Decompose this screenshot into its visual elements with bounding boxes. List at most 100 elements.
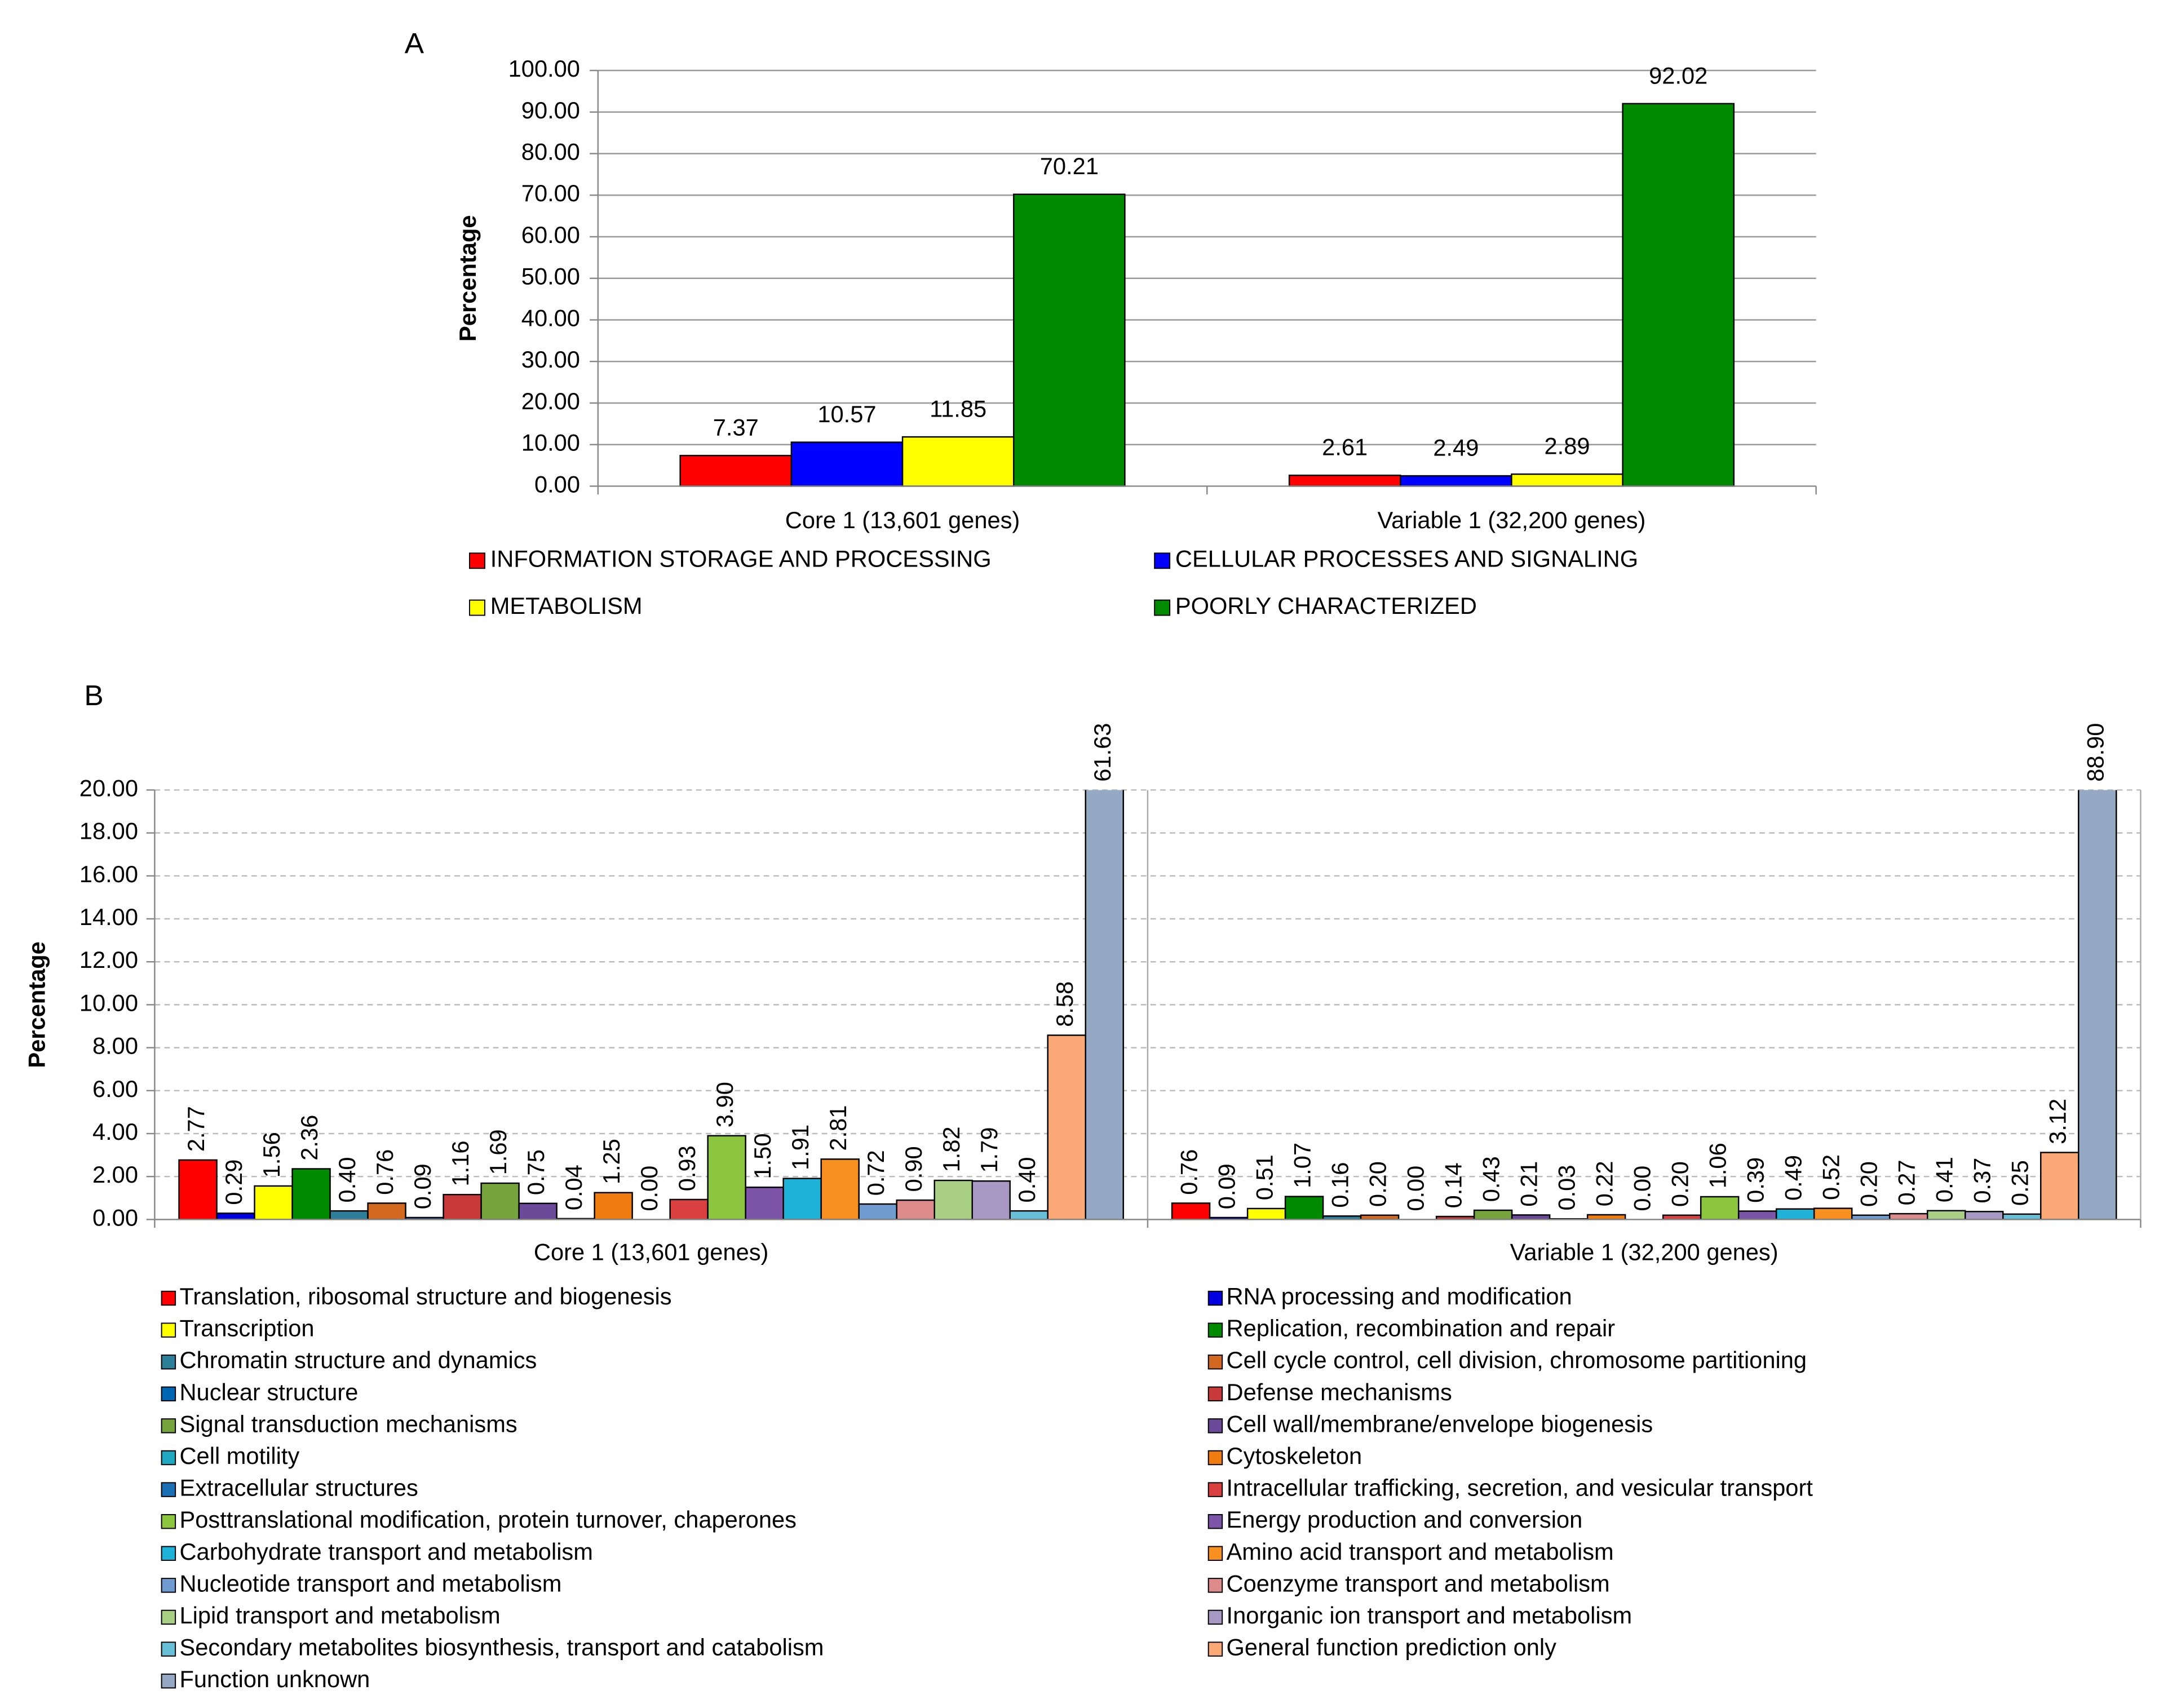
bar: [1284, 1196, 1324, 1220]
bar: [2002, 1213, 2042, 1220]
bar: [1400, 475, 1512, 487]
bar: [254, 1185, 293, 1220]
data-label: 0.93: [674, 1145, 700, 1191]
legend-marker: [1207, 1514, 1223, 1529]
bar: [2078, 790, 2117, 1220]
legend-marker: [161, 1641, 176, 1657]
data-label: 0.09: [409, 1163, 436, 1209]
y-tick-label: 8.00: [92, 1033, 138, 1059]
y-tick-label: 16.00: [79, 861, 138, 887]
legend-label: Chromatin structure and dynamics: [179, 1347, 537, 1373]
data-label: 1.06: [1705, 1143, 1731, 1188]
bar: [1009, 1210, 1048, 1220]
legend-label: Function unknown: [179, 1666, 370, 1692]
legend-label: Replication, recombination and repair: [1227, 1315, 1616, 1342]
legend-marker: [1154, 552, 1171, 569]
x-tick-label: Variable 1 (32,200 genes): [1510, 1239, 1778, 1265]
y-tick-label: 0.00: [534, 471, 580, 497]
y-tick-label: 60.00: [521, 222, 580, 248]
bar: [1622, 103, 1735, 487]
legend: Translation, ribosomal structure and bio…: [161, 1283, 1813, 1692]
data-label: 2.36: [296, 1115, 322, 1161]
chart-panel: B Percentage 0.00 2.00 4.00 6.00 8.00 10.00 12.0…: [24, 679, 2142, 1692]
legend-label: Defense mechanisms: [1227, 1379, 1452, 1405]
data-label: 10.57: [817, 401, 876, 427]
y-tick-label: 20.00: [521, 388, 580, 414]
y-tick-label: 14.00: [79, 904, 138, 930]
bars: [679, 103, 1735, 487]
bar: [518, 1202, 558, 1220]
data-label: 70.21: [1040, 153, 1099, 179]
legend-label: Extracellular structures: [179, 1475, 418, 1501]
data-label: 0.16: [1327, 1162, 1353, 1208]
legend-marker: [1207, 1546, 1223, 1561]
data-label: 0.75: [523, 1149, 549, 1195]
y-tick-label: 10.00: [521, 430, 580, 456]
data-label: 1.07: [1289, 1143, 1316, 1188]
bar: [329, 1210, 369, 1220]
legend-marker: [1207, 1482, 1223, 1497]
legend-marker: [161, 1418, 176, 1433]
x-tick-label: Core 1 (13,601 genes): [534, 1239, 769, 1265]
x-tick-label: Core 1 (13,601 genes): [785, 507, 1020, 533]
legend-marker: [469, 599, 485, 616]
y-tick-label: 2.00: [92, 1161, 138, 1188]
bar: [782, 1178, 822, 1220]
data-label: 0.76: [371, 1149, 398, 1195]
legend-label: Signal transduction mechanisms: [179, 1410, 517, 1437]
legend-label: Cell wall/membrane/envelope biogenesis: [1227, 1410, 1653, 1437]
bar: [1012, 193, 1126, 487]
legend-label: INFORMATION STORAGE AND PROCESSING: [490, 546, 992, 572]
y-tick-label: 10.00: [79, 989, 138, 1016]
y-tick-label: 40.00: [521, 304, 580, 331]
legend-marker: [1207, 1290, 1223, 1306]
legend-marker: [161, 1609, 176, 1625]
legend-label: Carbohydrate transport and metabolism: [179, 1538, 592, 1565]
legend-marker: [161, 1290, 176, 1306]
bar: [216, 1213, 255, 1220]
bar: [901, 436, 1015, 487]
data-label: 0.14: [1440, 1162, 1467, 1208]
bar: [367, 1202, 406, 1220]
legend-label: General function prediction only: [1227, 1634, 1557, 1661]
y-tick-label: 6.00: [92, 1076, 138, 1102]
legend-label: Energy production and conversion: [1227, 1506, 1583, 1533]
bar: [1047, 1034, 1086, 1220]
bar: [443, 1193, 482, 1220]
legend-marker: [161, 1386, 176, 1402]
bar: [178, 1159, 218, 1220]
legend-marker: [1207, 1609, 1223, 1625]
data-label: 0.40: [334, 1157, 360, 1202]
bar: [1171, 1202, 1211, 1220]
y-tick-label: 90.00: [521, 97, 580, 123]
data-label: 0.20: [1856, 1161, 1882, 1207]
legend-marker: [161, 1514, 176, 1529]
legend-label: POORLY CHARACTERIZED: [1175, 592, 1477, 619]
data-label: 0.21: [1516, 1161, 1542, 1207]
data-label: 0.41: [1931, 1157, 1958, 1202]
data-label: 0.40: [1014, 1157, 1040, 1202]
y-tick-label: 18.00: [79, 818, 138, 844]
data-label: 0.90: [900, 1146, 927, 1192]
legend-marker: [1207, 1354, 1223, 1370]
legend-label: Amino acid transport and metabolism: [1227, 1538, 1614, 1565]
bar: [971, 1180, 1011, 1220]
data-label: 0.20: [1667, 1161, 1693, 1207]
bar: [480, 1182, 520, 1220]
legend-label: Posttranslational modification, protein …: [179, 1506, 796, 1533]
data-label: 1.50: [749, 1134, 776, 1179]
bar: [1085, 790, 1124, 1220]
data-label: 0.49: [1780, 1155, 1807, 1201]
data-label: 2.61: [1322, 434, 1368, 461]
data-label: 1.56: [258, 1132, 285, 1178]
bar: [1288, 474, 1401, 487]
y-tick-label: 30.00: [521, 346, 580, 373]
data-label: 0.25: [2007, 1160, 2033, 1206]
data-label: 0.72: [862, 1150, 889, 1196]
legend-marker: [161, 1673, 176, 1689]
y-axis-label: Percentage: [24, 941, 50, 1068]
legend-marker: [1154, 599, 1171, 616]
bar: [1473, 1209, 1513, 1220]
data-label: 3.12: [2045, 1099, 2071, 1144]
